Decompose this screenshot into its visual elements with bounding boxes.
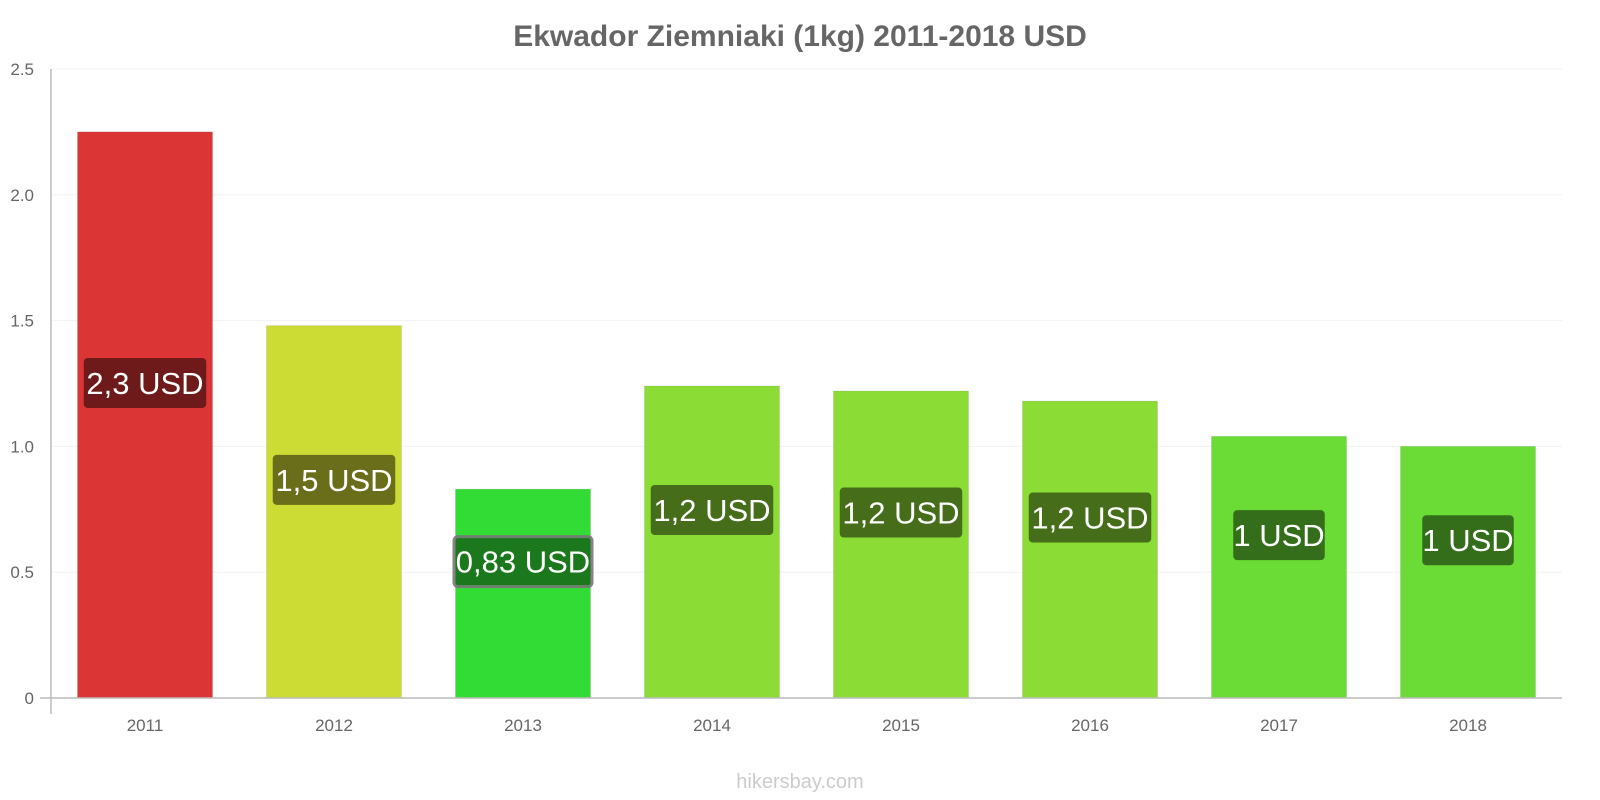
x-tick-label: 2018 bbox=[1449, 716, 1487, 735]
bar-2018[interactable] bbox=[1400, 445, 1536, 699]
data-label-box bbox=[83, 357, 207, 408]
bar-2015[interactable] bbox=[833, 390, 969, 699]
x-tick-label: 2017 bbox=[1260, 716, 1298, 735]
chart-title: Ekwador Ziemniaki (1kg) 2011-2018 USD bbox=[513, 20, 1087, 53]
data-label: 1 USD bbox=[1422, 523, 1513, 558]
x-tick-label: 2012 bbox=[315, 716, 353, 735]
bar-2017[interactable] bbox=[1211, 435, 1347, 699]
data-label-box bbox=[452, 535, 594, 589]
y-tick-label: 1.0 bbox=[10, 437, 34, 456]
data-label-box bbox=[1422, 515, 1514, 566]
y-tick-label: 0 bbox=[25, 689, 34, 708]
bar-2013[interactable] bbox=[455, 488, 591, 699]
x-tick-label: 2016 bbox=[1071, 716, 1109, 735]
bar-2012[interactable] bbox=[266, 325, 402, 699]
x-tick-label: 2015 bbox=[882, 716, 920, 735]
bar-2016[interactable] bbox=[1022, 400, 1158, 699]
bar-2014[interactable] bbox=[644, 385, 780, 699]
bar-2011[interactable] bbox=[77, 131, 213, 699]
x-tick-label: 2014 bbox=[693, 716, 731, 735]
watermark: hikersbay.com bbox=[736, 771, 863, 793]
data-label-box bbox=[1028, 492, 1152, 543]
y-tick-label: 0.5 bbox=[10, 563, 34, 582]
data-label: 1,5 USD bbox=[275, 463, 392, 498]
y-tick-label: 2.5 bbox=[10, 60, 34, 79]
x-tick-label: 2011 bbox=[127, 716, 164, 735]
data-label: 2,3 USD bbox=[86, 366, 203, 401]
data-label-box bbox=[1233, 510, 1325, 561]
x-tick-label: 2013 bbox=[504, 716, 542, 735]
data-label: 1 USD bbox=[1233, 518, 1324, 553]
y-tick-label: 1.5 bbox=[10, 312, 34, 331]
data-label-box bbox=[650, 485, 774, 536]
data-label-box bbox=[839, 487, 963, 538]
data-label: 1,2 USD bbox=[1031, 501, 1148, 536]
data-label-box bbox=[272, 454, 396, 505]
data-label: 1,2 USD bbox=[653, 493, 770, 528]
y-tick-label: 2.0 bbox=[10, 186, 34, 205]
data-label: 1,2 USD bbox=[842, 496, 959, 531]
data-label: 0,83 USD bbox=[456, 545, 590, 580]
